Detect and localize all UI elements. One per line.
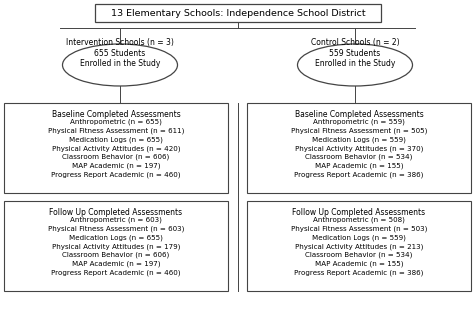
Text: Classroom Behavior (n = 606): Classroom Behavior (n = 606) [62,252,170,259]
Text: Anthropometric (n = 655): Anthropometric (n = 655) [70,119,162,125]
Text: Anthropometric (n = 508): Anthropometric (n = 508) [313,217,405,223]
FancyBboxPatch shape [247,103,471,193]
Text: Physical Fitness Assessment (n = 603): Physical Fitness Assessment (n = 603) [48,225,184,232]
Text: 13 Elementary Schools: Independence School District: 13 Elementary Schools: Independence Scho… [111,10,365,18]
Text: MAP Academic (n = 155): MAP Academic (n = 155) [315,261,403,267]
Text: Baseline Completed Assessments: Baseline Completed Assessments [294,110,423,119]
Text: Intervention Schools (n = 3)
655 Students
Enrolled in the Study: Intervention Schools (n = 3) 655 Student… [66,38,174,68]
Text: Medication Logs (n = 655): Medication Logs (n = 655) [69,136,163,143]
Ellipse shape [63,44,178,86]
Text: MAP Academic (n = 197): MAP Academic (n = 197) [72,261,160,267]
FancyBboxPatch shape [95,4,381,22]
Text: Physical Fitness Assessment (n = 611): Physical Fitness Assessment (n = 611) [48,128,184,134]
Text: Progress Report Academic (n = 460): Progress Report Academic (n = 460) [51,270,181,276]
Text: Medication Logs (n = 655): Medication Logs (n = 655) [69,234,163,241]
Text: Follow Up Completed Assessments: Follow Up Completed Assessments [49,208,182,217]
FancyBboxPatch shape [247,201,471,291]
Text: Medication Logs (n = 559): Medication Logs (n = 559) [312,234,406,241]
Text: Classroom Behavior (n = 606): Classroom Behavior (n = 606) [62,154,170,161]
Text: Physical Activity Attitudes (n = 370): Physical Activity Attitudes (n = 370) [295,145,423,152]
Text: Physical Activity Attitudes (n = 420): Physical Activity Attitudes (n = 420) [52,145,180,152]
Text: Medication Logs (n = 559): Medication Logs (n = 559) [312,136,406,143]
Text: Physical Activity Attitudes (n = 213): Physical Activity Attitudes (n = 213) [295,243,423,250]
Text: Classroom Behavior (n = 534): Classroom Behavior (n = 534) [305,154,413,161]
Text: Control Schools (n = 2)
559 Students
Enrolled in the Study: Control Schools (n = 2) 559 Students Enr… [311,38,399,68]
Text: Physical Activity Attitudes (n = 179): Physical Activity Attitudes (n = 179) [52,243,180,250]
Text: Baseline Completed Assessments: Baseline Completed Assessments [52,110,181,119]
FancyBboxPatch shape [4,201,228,291]
Text: Anthropometric (n = 603): Anthropometric (n = 603) [70,217,162,223]
Text: Follow Up Completed Assessments: Follow Up Completed Assessments [293,208,426,217]
FancyBboxPatch shape [4,103,228,193]
Text: Physical Fitness Assessment (n = 505): Physical Fitness Assessment (n = 505) [291,128,427,134]
Text: Progress Report Academic (n = 460): Progress Report Academic (n = 460) [51,172,181,178]
Text: MAP Academic (n = 155): MAP Academic (n = 155) [315,163,403,169]
Text: Anthropometric (n = 559): Anthropometric (n = 559) [313,119,405,125]
Text: Progress Report Academic (n = 386): Progress Report Academic (n = 386) [294,172,424,178]
Ellipse shape [297,44,412,86]
Text: Classroom Behavior (n = 534): Classroom Behavior (n = 534) [305,252,413,259]
Text: Progress Report Academic (n = 386): Progress Report Academic (n = 386) [294,270,424,276]
Text: Physical Fitness Assessment (n = 503): Physical Fitness Assessment (n = 503) [291,225,427,232]
Text: MAP Academic (n = 197): MAP Academic (n = 197) [72,163,160,169]
